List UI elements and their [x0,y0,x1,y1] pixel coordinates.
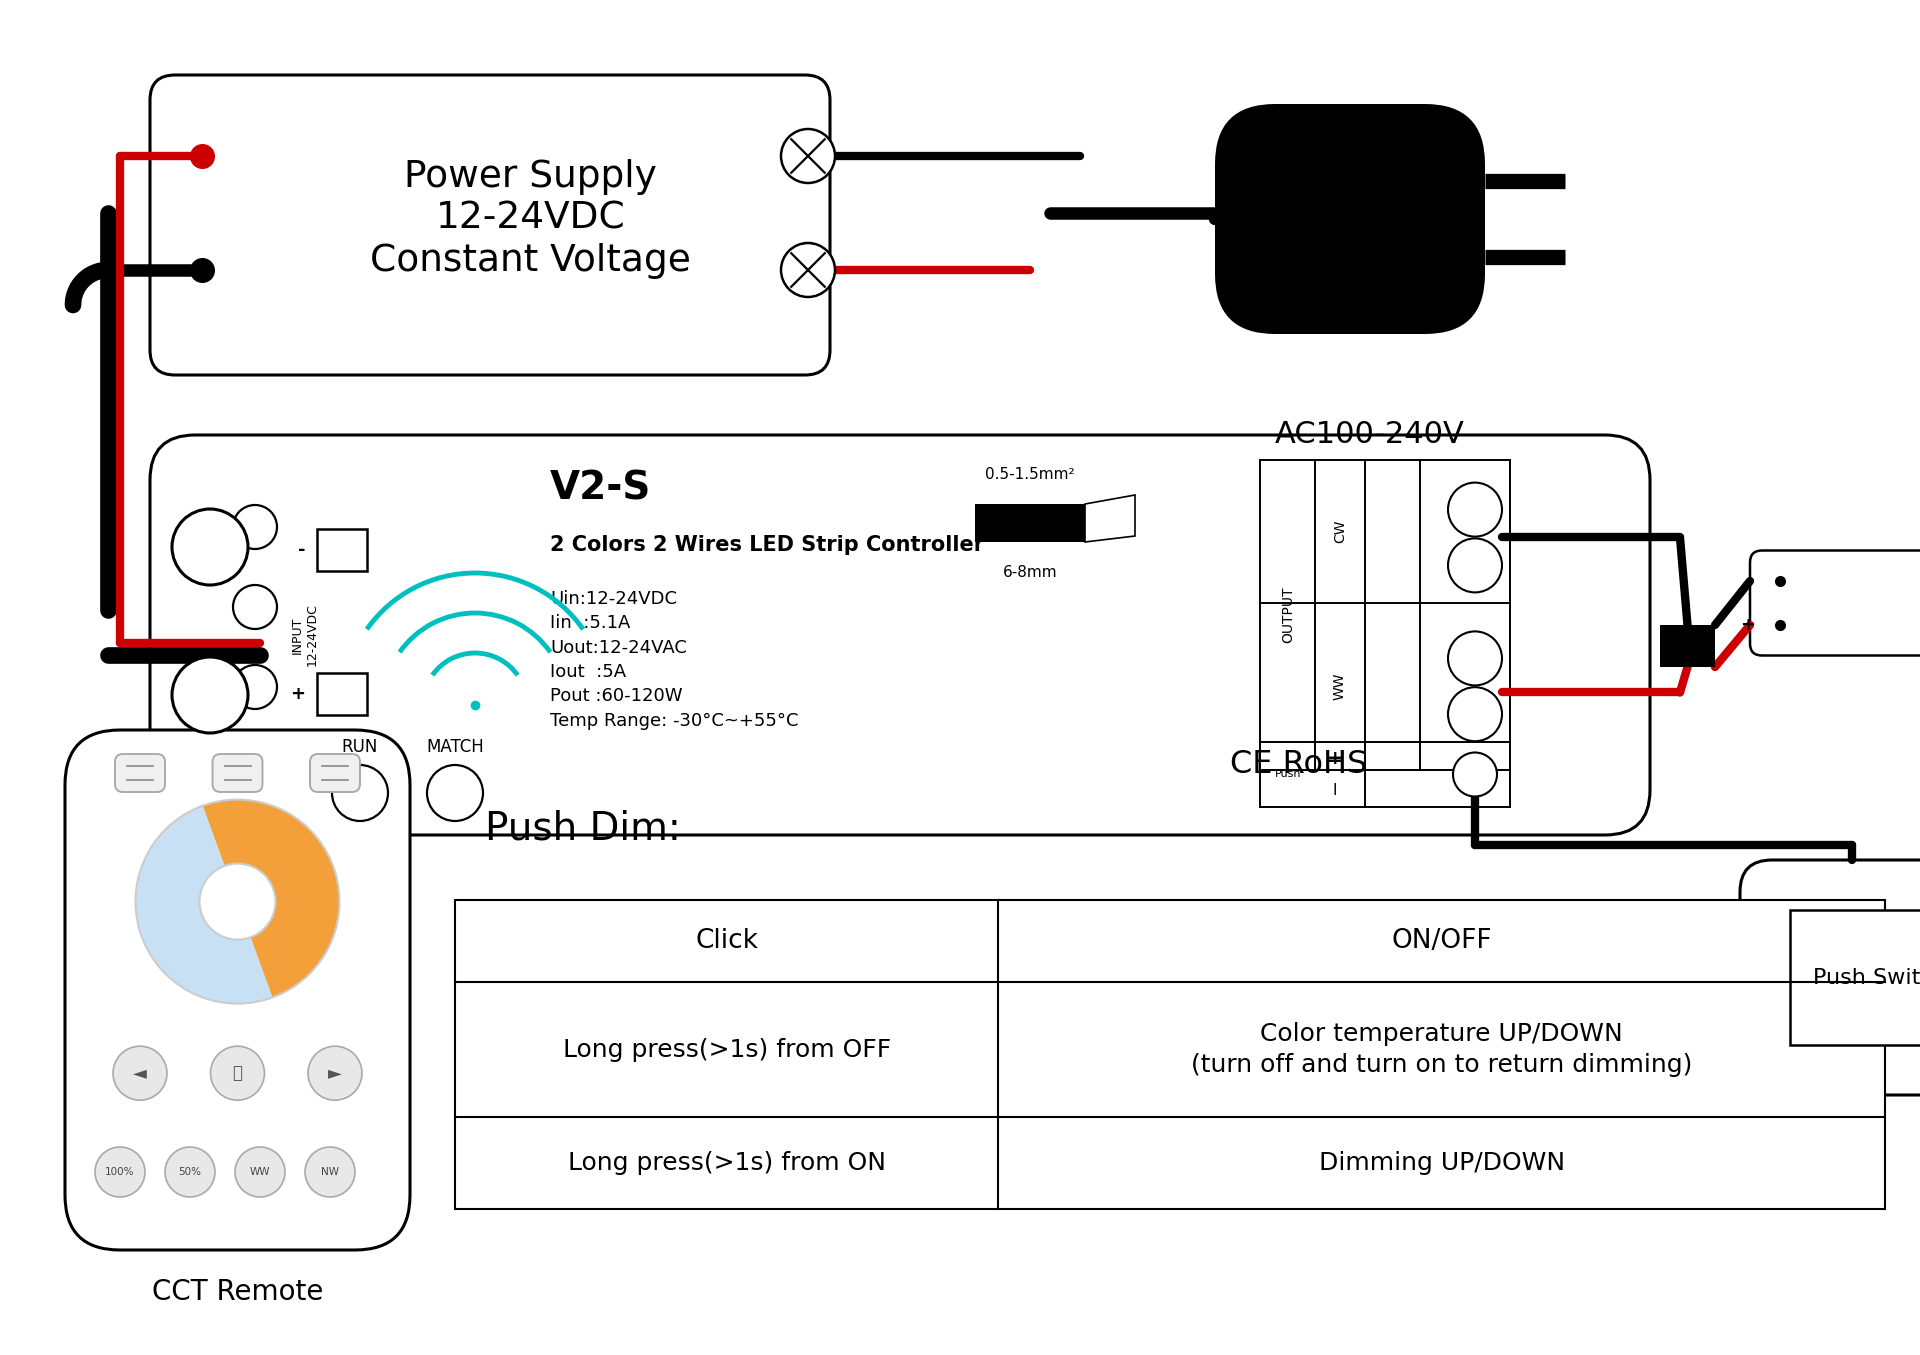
Circle shape [232,585,276,629]
FancyBboxPatch shape [115,753,165,793]
Circle shape [1448,687,1501,741]
Text: Dimming UP/DOWN: Dimming UP/DOWN [1319,1150,1565,1175]
Circle shape [94,1146,146,1196]
Text: 50%: 50% [179,1167,202,1177]
Text: Power Supply
12-24VDC
Constant Voltage: Power Supply 12-24VDC Constant Voltage [371,160,691,279]
FancyBboxPatch shape [1215,104,1484,333]
Text: CCT Remote: CCT Remote [152,1278,323,1306]
Bar [1661,625,1715,667]
Text: 100%: 100% [106,1167,134,1177]
Circle shape [232,505,276,549]
Text: MATCH: MATCH [426,738,484,756]
Text: AC100-240V: AC100-240V [1275,420,1465,449]
Text: Push: Push [1275,770,1302,779]
Polygon shape [1085,495,1135,542]
Circle shape [165,1146,215,1196]
Text: CW: CW [1332,519,1348,543]
FancyBboxPatch shape [1749,550,1920,656]
Text: Uin:12-24VDC
Iin  :5.1A
Uout:12-24VAC
Iout  :5A
Pout :60-120W
Temp Range: -30°C~: Uin:12-24VDC Iin :5.1A Uout:12-24VAC Iou… [549,589,799,729]
Text: NW: NW [321,1167,340,1177]
Text: ⏻: ⏻ [232,1064,242,1083]
Text: RUN: RUN [342,738,378,756]
Bar [317,673,367,715]
Circle shape [305,1146,355,1196]
Wedge shape [136,806,273,1004]
FancyBboxPatch shape [213,753,263,793]
Circle shape [234,1146,284,1196]
Circle shape [211,1046,265,1100]
Circle shape [173,657,248,733]
FancyBboxPatch shape [65,730,411,1251]
Text: 0.5-1.5mm²: 0.5-1.5mm² [985,467,1075,482]
Bar [975,504,1085,542]
Text: Long press(>1s) from OFF: Long press(>1s) from OFF [563,1038,891,1061]
Text: INPUT
12-24VDC: INPUT 12-24VDC [292,603,319,667]
Text: -: - [1747,572,1755,589]
Circle shape [113,1046,167,1100]
Text: OUTPUT: OUTPUT [1281,587,1294,644]
FancyBboxPatch shape [1740,860,1920,1095]
Circle shape [200,863,275,939]
Bar [1789,911,1920,1045]
Text: +: + [1327,749,1344,768]
Text: V2-S: V2-S [549,470,651,508]
Text: 2 Colors 2 Wires LED Strip Controller: 2 Colors 2 Wires LED Strip Controller [549,535,985,556]
Text: CE RoHS: CE RoHS [1231,749,1367,780]
Bar [317,528,367,570]
Text: Push Switch: Push Switch [1812,967,1920,988]
FancyBboxPatch shape [309,753,361,793]
Circle shape [307,1046,363,1100]
Circle shape [1448,482,1501,537]
FancyBboxPatch shape [150,75,829,375]
Text: Push Dim:: Push Dim: [486,810,682,848]
Text: WW: WW [250,1167,271,1177]
Text: ◄: ◄ [132,1064,148,1083]
Circle shape [1453,752,1498,797]
Text: ►: ► [328,1064,342,1083]
Text: ON/OFF: ON/OFF [1392,928,1492,954]
Circle shape [173,509,248,585]
Bar [455,900,1885,1209]
Text: WW: WW [1332,672,1348,701]
FancyBboxPatch shape [150,435,1649,835]
Text: Long press(>1s) from ON: Long press(>1s) from ON [568,1150,885,1175]
Text: Click: Click [695,928,758,954]
Text: I: I [1332,783,1336,798]
Text: Color temperature UP/DOWN
(turn off and turn on to return dimming): Color temperature UP/DOWN (turn off and … [1190,1022,1692,1077]
Text: +: + [1740,617,1755,634]
Text: +: + [290,686,305,703]
Text: 6-8mm: 6-8mm [1002,565,1058,580]
Circle shape [426,766,484,821]
Wedge shape [204,799,340,997]
Circle shape [332,766,388,821]
Text: -: - [298,541,305,560]
Circle shape [232,665,276,709]
Circle shape [781,243,835,297]
Circle shape [1448,631,1501,686]
Circle shape [781,129,835,183]
Circle shape [1448,538,1501,592]
